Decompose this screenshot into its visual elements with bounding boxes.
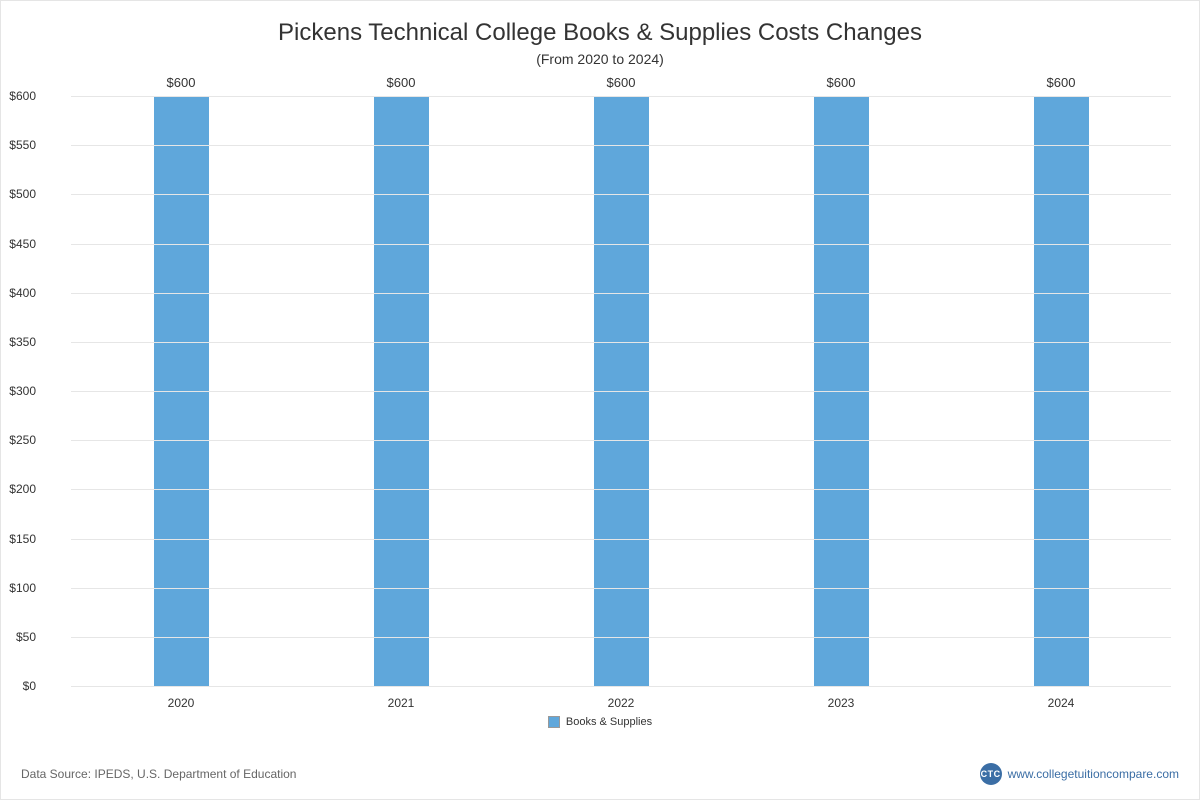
y-tick-label: $600 [0,89,36,103]
title-block: Pickens Technical College Books & Suppli… [1,1,1199,67]
footer: Data Source: IPEDS, U.S. Department of E… [21,763,1179,785]
y-tick-label: $100 [0,581,36,595]
y-tick-label: $50 [0,630,36,644]
gridline [71,145,1171,146]
bar-value-label: $600 [1047,75,1076,90]
y-tick-label: $550 [0,138,36,152]
site-url[interactable]: www.collegetuitioncompare.com [1008,767,1179,781]
y-tick-label: $450 [0,237,36,251]
gridline [71,539,1171,540]
footer-right: CTC www.collegetuitioncompare.com [980,763,1179,785]
gridline [71,489,1171,490]
gridline [71,96,1171,97]
chart-container: Pickens Technical College Books & Suppli… [0,0,1200,800]
x-tick-label: 2021 [388,696,415,710]
gridline [71,637,1171,638]
gridline [71,440,1171,441]
y-tick-label: $500 [0,187,36,201]
chart-subtitle: (From 2020 to 2024) [1,51,1199,67]
site-badge-icon: CTC [980,763,1002,785]
y-tick-label: $250 [0,433,36,447]
x-tick-label: 2020 [168,696,195,710]
gridline [71,588,1171,589]
y-tick-label: $400 [0,286,36,300]
chart-title: Pickens Technical College Books & Suppli… [1,19,1199,47]
bar-value-label: $600 [827,75,856,90]
y-tick-label: $0 [0,679,36,693]
bar-value-label: $600 [607,75,636,90]
bar-value-label: $600 [167,75,196,90]
gridline [71,391,1171,392]
bar-value-label: $600 [387,75,416,90]
x-tick-label: 2023 [828,696,855,710]
gridline [71,194,1171,195]
x-tick-label: 2022 [608,696,635,710]
gridline [71,244,1171,245]
gridline [71,342,1171,343]
legend-label: Books & Supplies [566,716,652,728]
x-tick-label: 2024 [1048,696,1075,710]
legend: Books & Supplies [1,716,1199,728]
y-tick-label: $200 [0,482,36,496]
gridline [71,686,1171,687]
plot-area: $6002020$6002021$6002022$6002023$6002024… [71,96,1171,686]
y-tick-label: $150 [0,532,36,546]
data-source-text: Data Source: IPEDS, U.S. Department of E… [21,767,296,781]
legend-swatch [548,716,560,728]
y-tick-label: $350 [0,335,36,349]
y-tick-label: $300 [0,384,36,398]
gridline [71,293,1171,294]
